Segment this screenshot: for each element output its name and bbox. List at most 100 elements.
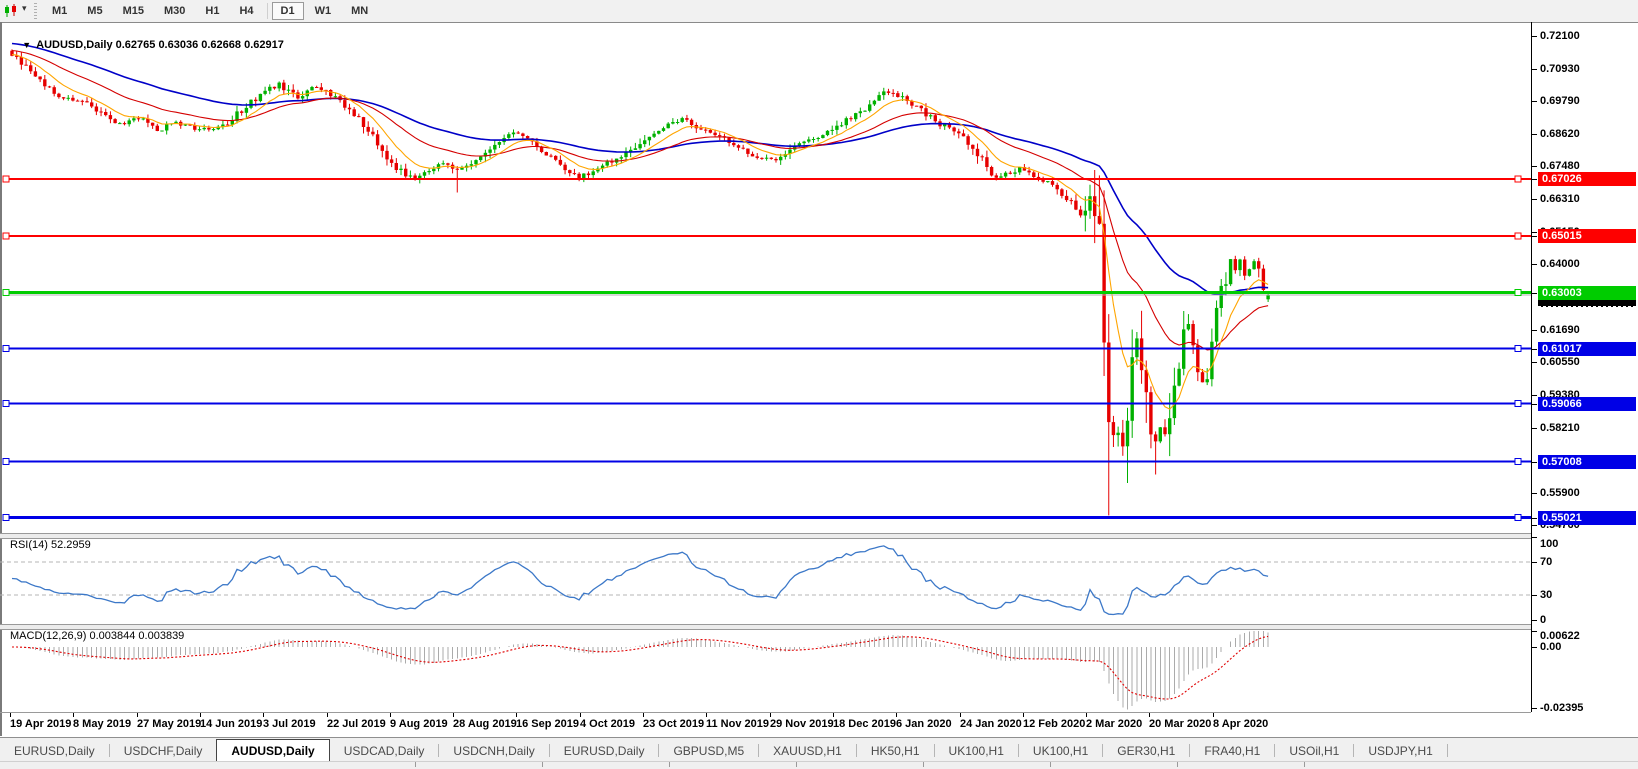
date-label: 19 Apr 2019 bbox=[10, 718, 72, 730]
axis-tick bbox=[1531, 330, 1537, 331]
date-label: 4 Oct 2019 bbox=[580, 718, 636, 730]
macd-canvas[interactable] bbox=[0, 629, 1531, 712]
date-label: 20 Mar 2020 bbox=[1149, 718, 1212, 730]
date-label: 2 Mar 2020 bbox=[1086, 718, 1143, 730]
price-tick-label: 0.55900 bbox=[1540, 487, 1580, 499]
collapse-triangle-icon[interactable]: ▼ bbox=[22, 40, 32, 50]
hline-price-label: 0.55021 bbox=[1538, 511, 1636, 525]
strip-tick bbox=[1050, 762, 1051, 767]
timeframe-button-MN[interactable]: MN bbox=[351, 5, 369, 17]
chart-tab-AUDUSD-Daily[interactable]: AUDUSD,Daily bbox=[216, 739, 330, 762]
axis-tick bbox=[1531, 428, 1537, 429]
chart-type-dropdown-arrow-icon[interactable]: ▾ bbox=[22, 3, 27, 13]
price-tick-label: 0 bbox=[1540, 614, 1547, 626]
chart-tab-EURUSD-Daily[interactable]: EURUSD,Daily bbox=[563, 744, 645, 758]
chart-tab-XAUUSD-H1[interactable]: XAUUSD,H1 bbox=[773, 744, 842, 758]
tab-separator bbox=[548, 744, 550, 757]
price-tick-label: 0.67480 bbox=[1540, 160, 1580, 172]
tab-separator bbox=[108, 744, 110, 757]
price-tick-label: 0.66310 bbox=[1540, 193, 1580, 205]
time-axis-tick bbox=[10, 713, 11, 717]
time-axis-tick bbox=[833, 713, 834, 717]
toolbar-separator bbox=[266, 3, 268, 19]
price-tick-label: 0.58210 bbox=[1540, 422, 1580, 434]
chart-type-icon[interactable] bbox=[3, 3, 21, 19]
time-axis-tick bbox=[706, 713, 707, 717]
date-label: 11 Nov 2019 bbox=[706, 718, 769, 730]
tab-separator bbox=[1353, 744, 1355, 757]
date-label: 12 Feb 2020 bbox=[1023, 718, 1086, 730]
tab-scroll-strip[interactable] bbox=[0, 761, 1638, 769]
time-axis-tick bbox=[200, 713, 201, 717]
axis-tick bbox=[1531, 631, 1537, 632]
panel-splitter[interactable] bbox=[0, 533, 1531, 539]
axis-tick bbox=[1531, 236, 1537, 237]
price-tick-label: 0.00 bbox=[1540, 641, 1562, 653]
tab-separator bbox=[1189, 744, 1191, 757]
timeframe-button-M5[interactable]: M5 bbox=[87, 5, 103, 17]
time-axis-tick bbox=[580, 713, 581, 717]
chart-tab-USDJPY-H1[interactable]: USDJPY,H1 bbox=[1368, 744, 1433, 758]
hline-price-label: 0.61017 bbox=[1538, 342, 1636, 356]
time-axis-tick bbox=[1023, 713, 1024, 717]
price-tick-label: 70 bbox=[1540, 556, 1553, 568]
chart-tab-GER30-H1[interactable]: GER30,H1 bbox=[1117, 744, 1176, 758]
panel-splitter[interactable] bbox=[0, 624, 1531, 630]
date-label: 8 May 2019 bbox=[73, 718, 132, 730]
date-label: 18 Dec 2019 bbox=[833, 718, 896, 730]
time-axis-tick bbox=[263, 713, 264, 717]
price-tick-label: 0.68620 bbox=[1540, 128, 1580, 140]
chart-tab-FRA40-H1[interactable]: FRA40,H1 bbox=[1204, 744, 1261, 758]
axis-tick bbox=[1531, 232, 1537, 233]
time-axis-tick bbox=[896, 713, 897, 717]
price-chart-canvas[interactable] bbox=[0, 22, 1531, 533]
axis-tick bbox=[1531, 518, 1537, 519]
axis-tick bbox=[1531, 395, 1537, 396]
hline-price-label: 0.57008 bbox=[1538, 455, 1636, 469]
timeframe-buttons: M1 M5 M15 M30 H1 H4 D1 W1 MN bbox=[42, 0, 378, 22]
timeframe-button-H1[interactable]: H1 bbox=[205, 5, 220, 17]
chart-tab-USOil-H1[interactable]: USOil,H1 bbox=[1289, 744, 1340, 758]
strip-tick bbox=[796, 762, 797, 767]
date-label: 22 Jul 2019 bbox=[327, 718, 386, 730]
strip-tick bbox=[669, 762, 670, 767]
chart-tab-HK50-H1[interactable]: HK50,H1 bbox=[870, 744, 920, 758]
timeframe-button-H4[interactable]: H4 bbox=[239, 5, 254, 17]
chart-tab-USDCAD-Daily[interactable]: USDCAD,Daily bbox=[343, 744, 425, 758]
hline-price-label: 0.63003 bbox=[1538, 286, 1636, 300]
date-label: 29 Nov 2019 bbox=[770, 718, 834, 730]
date-label: 9 Aug 2019 bbox=[390, 718, 448, 730]
chart-title-symbol: AUDUSD,Daily bbox=[36, 39, 113, 51]
rsi-value: 52.2959 bbox=[50, 539, 91, 551]
chart-tab-GBPUSD-M5[interactable]: GBPUSD,M5 bbox=[673, 744, 745, 758]
strip-tick bbox=[1177, 762, 1178, 767]
timeframe-button-M30[interactable]: M30 bbox=[163, 5, 186, 17]
time-axis-tick bbox=[1086, 713, 1087, 717]
axis-tick bbox=[1531, 537, 1537, 538]
chart-tab-UK100-H1[interactable]: UK100,H1 bbox=[948, 744, 1004, 758]
axis-tick bbox=[1531, 647, 1537, 648]
tab-separator bbox=[1102, 744, 1104, 757]
date-label: 24 Jan 2020 bbox=[960, 718, 1022, 730]
timeframe-button-W1[interactable]: W1 bbox=[314, 5, 332, 17]
date-label: 16 Sep 2019 bbox=[516, 718, 579, 730]
axis-tick bbox=[1531, 362, 1537, 363]
toolbar: ▾ M1 M5 M15 M30 H1 H4 D1 W1 MN bbox=[0, 0, 1638, 23]
price-tick-label: 100 bbox=[1540, 538, 1559, 550]
macd-values: 0.003844 0.003839 bbox=[89, 630, 185, 642]
timeframe-button-D1[interactable]: D1 bbox=[271, 2, 304, 20]
chart-tab-USDCHF-Daily[interactable]: USDCHF,Daily bbox=[123, 744, 203, 758]
axis-tick bbox=[1531, 36, 1537, 37]
axis-tick bbox=[1531, 179, 1537, 180]
axis-tick bbox=[1531, 101, 1537, 102]
hline-price-label: 0.67026 bbox=[1538, 172, 1636, 186]
chart-tab-UK100-H1[interactable]: UK100,H1 bbox=[1032, 744, 1089, 758]
chart-title-ohlc: 0.62765 0.63036 0.62668 0.62917 bbox=[115, 39, 284, 51]
rsi-canvas[interactable] bbox=[0, 537, 1531, 622]
time-axis-tick bbox=[960, 713, 961, 717]
timeframe-button-M15[interactable]: M15 bbox=[122, 5, 144, 17]
timeframe-button-M1[interactable]: M1 bbox=[52, 5, 68, 17]
chart-tab-EURUSD-Daily[interactable]: EURUSD,Daily bbox=[14, 744, 95, 758]
chart-tab-USDCNH-Daily[interactable]: USDCNH,Daily bbox=[453, 744, 535, 758]
